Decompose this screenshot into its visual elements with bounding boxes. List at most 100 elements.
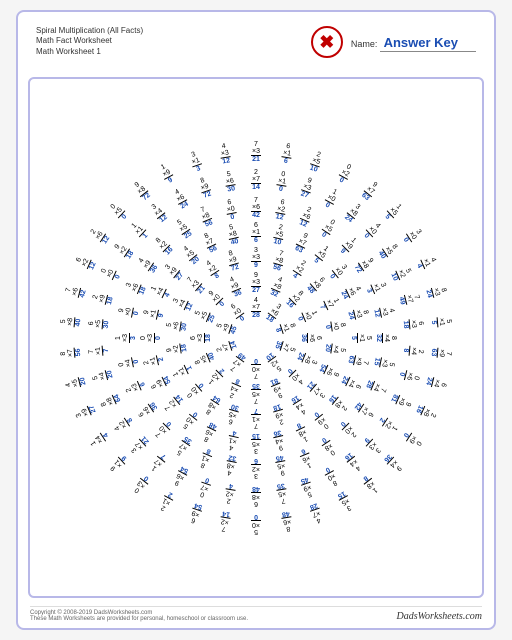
answer: 30 — [226, 185, 237, 194]
math-problem: 9×19 — [108, 452, 131, 474]
math-problem: 9×327 — [251, 272, 261, 294]
math-problem: 9×00 — [206, 287, 229, 310]
math-problem: 6×16 — [280, 142, 293, 165]
answer: 14 — [251, 184, 261, 191]
math-problem: 2×612 — [88, 226, 112, 246]
math-problem: 0×10 — [275, 170, 288, 193]
math-problem: 3×824 — [295, 350, 319, 368]
math-problem: 5×210 — [263, 350, 284, 374]
math-problem: 7×00 — [153, 418, 176, 441]
math-problem: 9×00 — [117, 305, 141, 319]
math-problem: 6×742 — [352, 399, 376, 420]
math-problem: 0×60 — [397, 369, 421, 384]
math-problem: 8×648 — [201, 420, 220, 444]
answer: 56 — [74, 347, 82, 358]
math-problem: 9×19 — [142, 307, 166, 322]
multiplicand: 5 — [338, 345, 346, 356]
math-problem: 0×20 — [335, 162, 354, 186]
math-problem: 2×00 — [337, 418, 360, 441]
math-problem: 3×515 — [335, 489, 354, 513]
multiplier: ×6 — [307, 333, 315, 343]
multiplier: ×9 — [437, 348, 446, 359]
multiplicand: 6 — [417, 319, 425, 330]
math-problem: 1×22 — [376, 414, 400, 434]
math-problem: 6×212 — [74, 254, 98, 272]
math-problem: 9×327 — [299, 176, 316, 200]
answer: 0 — [227, 213, 238, 222]
answer: 72 — [230, 263, 242, 273]
math-problem: 3×13 — [364, 279, 388, 297]
math-problem: 5×840 — [225, 223, 240, 247]
math-problem: 9×763 — [292, 231, 311, 255]
math-problem: 9×436 — [272, 428, 287, 452]
answer: 15 — [372, 356, 381, 367]
answer: 30 — [102, 320, 110, 331]
header: Spiral Multiplication (All Facts) Math F… — [28, 22, 484, 66]
math-problem: 3×00 — [400, 226, 424, 246]
math-problem: 0×00 — [99, 265, 123, 283]
multiplicand: 5 — [445, 316, 453, 327]
math-problem: 3×927 — [74, 403, 98, 421]
spiral-container: 4×7283×6188×185×7355×2107×007×7492×7145×… — [28, 77, 484, 598]
math-problem: 1×11 — [171, 362, 195, 380]
answer: 20 — [105, 369, 114, 380]
math-problem: 4×00 — [284, 365, 307, 388]
math-problem: 7×321 — [184, 274, 207, 296]
math-problem: 7×749 — [397, 291, 421, 306]
math-problem: 7×17 — [87, 345, 110, 357]
math-problem: 1×99 — [158, 162, 177, 186]
multiplicand: 6 — [251, 500, 261, 507]
answer: 7 — [102, 345, 110, 356]
math-problem: 3×721 — [128, 433, 151, 455]
answer: 0 — [251, 357, 261, 364]
math-problem: 7×321 — [251, 141, 261, 163]
math-problem: 3×00 — [326, 261, 349, 283]
answer: 6 — [251, 237, 261, 244]
math-problem: 2×816 — [414, 403, 438, 421]
multiplier: ×1 — [437, 317, 446, 328]
math-problem: 6×954 — [149, 374, 173, 393]
multiplier: ×6 — [251, 204, 261, 212]
math-problem: 9×872 — [131, 179, 152, 202]
answer: 9 — [251, 262, 261, 269]
math-problem: 4×416 — [342, 450, 363, 473]
math-problem: 6×00 — [224, 198, 238, 222]
answer: 28 — [251, 312, 261, 319]
math-problem: 2×12 — [142, 354, 166, 369]
math-problem: 1×66 — [297, 446, 315, 470]
multiplier: ×2 — [251, 464, 261, 472]
math-problem: 1×33 — [115, 333, 137, 343]
multiplier: ×3 — [122, 333, 130, 343]
math-problem: 5×420 — [324, 342, 347, 355]
math-problem: 2×714 — [215, 339, 239, 355]
multiplicand: 5 — [365, 333, 372, 343]
answer: 18 — [180, 342, 188, 353]
math-problem: 2×24 — [223, 482, 236, 505]
math-problem: 0×70 — [196, 475, 213, 499]
multiplicand: 2 — [251, 169, 261, 176]
header-right: ✖ Name: Answer Key — [311, 26, 476, 58]
multiplier: ×3 — [409, 319, 418, 330]
answer: 5 — [430, 317, 438, 328]
math-problem: 8×432 — [375, 333, 397, 343]
math-problem: 9×654 — [171, 464, 190, 488]
math-problem: 4×28 — [203, 258, 223, 282]
math-problem: 5×735 — [174, 434, 195, 458]
math-problem: 3×824 — [342, 201, 363, 224]
math-problem: 3×39 — [251, 247, 261, 269]
math-problem: 7×856 — [197, 205, 215, 229]
math-problem: 5×00 — [251, 513, 261, 535]
answer: 0 — [155, 333, 162, 343]
answer: 14 — [230, 339, 240, 351]
math-problem: 3×39 — [361, 433, 384, 455]
math-problem: 8×864 — [203, 393, 223, 417]
math-problem: 2×918 — [91, 291, 115, 306]
multiplicand: 6 — [190, 333, 197, 343]
answer: 45 — [230, 325, 240, 337]
multiplicand: 6 — [251, 222, 261, 229]
math-problem: 0×90 — [311, 408, 333, 431]
answer: 32 — [375, 333, 382, 343]
answer: 20 — [78, 376, 87, 387]
math-problem: 6×00 — [228, 301, 249, 325]
answer: 36 — [300, 333, 307, 343]
